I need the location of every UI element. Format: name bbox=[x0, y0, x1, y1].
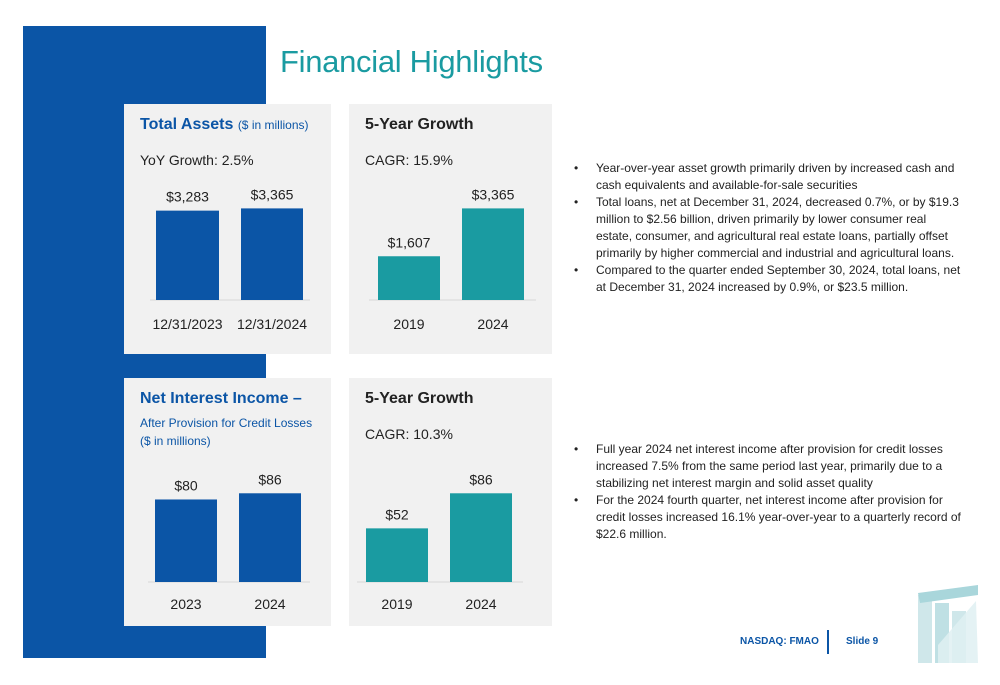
bar bbox=[155, 499, 217, 582]
category-label: 2024 bbox=[254, 596, 285, 612]
assets-bullet-text: Year-over-year asset growth primarily dr… bbox=[596, 161, 955, 192]
assets-bullet: • Compared to the quarter ended September… bbox=[570, 262, 965, 296]
bar bbox=[366, 528, 428, 582]
data-label: $86 bbox=[469, 471, 493, 487]
bar bbox=[462, 208, 524, 300]
bullet-dot-icon: • bbox=[574, 195, 579, 209]
nii-growth-panel: 5-Year Growth CAGR: 10.3% $52 2019 $86 2024 bbox=[349, 378, 552, 626]
total-assets-unit: ($ in millions) bbox=[237, 118, 309, 132]
assets-growth-chart: $1,607 2019 $3,365 2024 bbox=[369, 186, 536, 332]
nii-title: Net Interest Income – bbox=[140, 390, 302, 407]
category-label: 2023 bbox=[170, 596, 201, 612]
assets-growth-title: 5-Year Growth bbox=[365, 116, 474, 133]
data-label: $3,283 bbox=[166, 189, 209, 205]
bullet-dot-icon: • bbox=[574, 263, 579, 277]
data-label: $86 bbox=[258, 471, 282, 487]
assets-bullet-text: Total loans, net at December 31, 2024, d… bbox=[596, 195, 959, 260]
bar bbox=[450, 493, 512, 582]
data-label: $3,365 bbox=[472, 186, 515, 202]
bar bbox=[241, 208, 303, 300]
data-label: $1,607 bbox=[388, 234, 431, 250]
footer-ticker: NASDAQ: FMAO bbox=[740, 636, 819, 647]
assets-bullet-text: Compared to the quarter ended September … bbox=[596, 263, 961, 294]
page-title: Financial Highlights bbox=[280, 44, 543, 79]
nii-bullet-text: For the 2024 fourth quarter, net interes… bbox=[596, 493, 961, 541]
nii-bullet: • For the 2024 fourth quarter, net intere… bbox=[570, 492, 965, 543]
assets-cagr-stat: CAGR: 15.9% bbox=[365, 152, 453, 168]
total-assets-title-text: Total Assets bbox=[140, 116, 234, 133]
total-assets-chart: $3,283 12/31/2023 $3,365 12/31/2024 bbox=[150, 186, 310, 332]
nii-chart: $80 2023 $86 2024 bbox=[148, 471, 310, 612]
assets-bullet: • Year-over-year asset growth primarily d… bbox=[570, 160, 965, 194]
total-assets-panel: Total Assets ($ in millions) YoY Growth:… bbox=[124, 104, 331, 354]
category-label: 2019 bbox=[381, 596, 412, 612]
company-logo-icon bbox=[918, 585, 978, 663]
bullet-dot-icon: • bbox=[574, 161, 579, 175]
category-label: 2024 bbox=[477, 316, 508, 332]
slide-number: Slide 9 bbox=[846, 636, 879, 647]
bullet-dot-icon: • bbox=[574, 493, 579, 507]
yoy-growth-stat: YoY Growth: 2.5% bbox=[140, 152, 254, 168]
nii-bullet: • Full year 2024 net interest income afte… bbox=[570, 441, 965, 492]
footer-divider bbox=[827, 630, 829, 654]
category-label: 2024 bbox=[465, 596, 496, 612]
nii-bullets: • Full year 2024 net interest income afte… bbox=[570, 441, 965, 543]
data-label: $80 bbox=[174, 477, 198, 493]
data-label: $3,365 bbox=[251, 186, 294, 202]
bar bbox=[239, 493, 301, 582]
bar bbox=[378, 256, 440, 300]
nii-cagr-stat: CAGR: 10.3% bbox=[365, 426, 453, 442]
bar bbox=[156, 210, 219, 300]
nii-subtitle-1: After Provision for Credit Losses bbox=[140, 416, 313, 430]
nii-growth-chart: $52 2019 $86 2024 bbox=[357, 471, 523, 612]
nii-subtitle-2: ($ in millions) bbox=[140, 434, 211, 448]
assets-bullets: • Year-over-year asset growth primarily d… bbox=[570, 160, 965, 296]
nii-growth-title: 5-Year Growth bbox=[365, 390, 474, 407]
assets-bullet: • Total loans, net at December 31, 2024, … bbox=[570, 194, 965, 262]
nii-bullet-text: Full year 2024 net interest income after… bbox=[596, 442, 943, 490]
nii-panel: Net Interest Income – After Provision fo… bbox=[124, 378, 331, 626]
assets-growth-panel: 5-Year Growth CAGR: 15.9% $1,607 2019 $3,3… bbox=[349, 104, 552, 354]
category-label: 2019 bbox=[393, 316, 424, 332]
total-assets-title: Total Assets ($ in millions) bbox=[140, 116, 309, 134]
data-label: $52 bbox=[385, 506, 409, 522]
category-label: 12/31/2023 bbox=[152, 316, 222, 332]
category-label: 12/31/2024 bbox=[237, 316, 307, 332]
bullet-dot-icon: • bbox=[574, 442, 579, 456]
